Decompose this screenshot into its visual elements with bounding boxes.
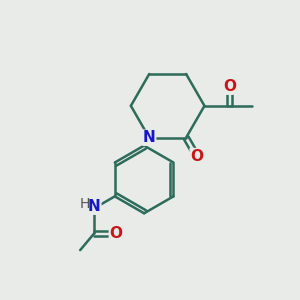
Text: O: O [223,79,236,94]
Text: O: O [190,148,203,164]
Text: N: N [143,130,156,145]
Text: N: N [88,199,101,214]
Text: H: H [80,197,90,211]
Text: O: O [110,226,122,241]
